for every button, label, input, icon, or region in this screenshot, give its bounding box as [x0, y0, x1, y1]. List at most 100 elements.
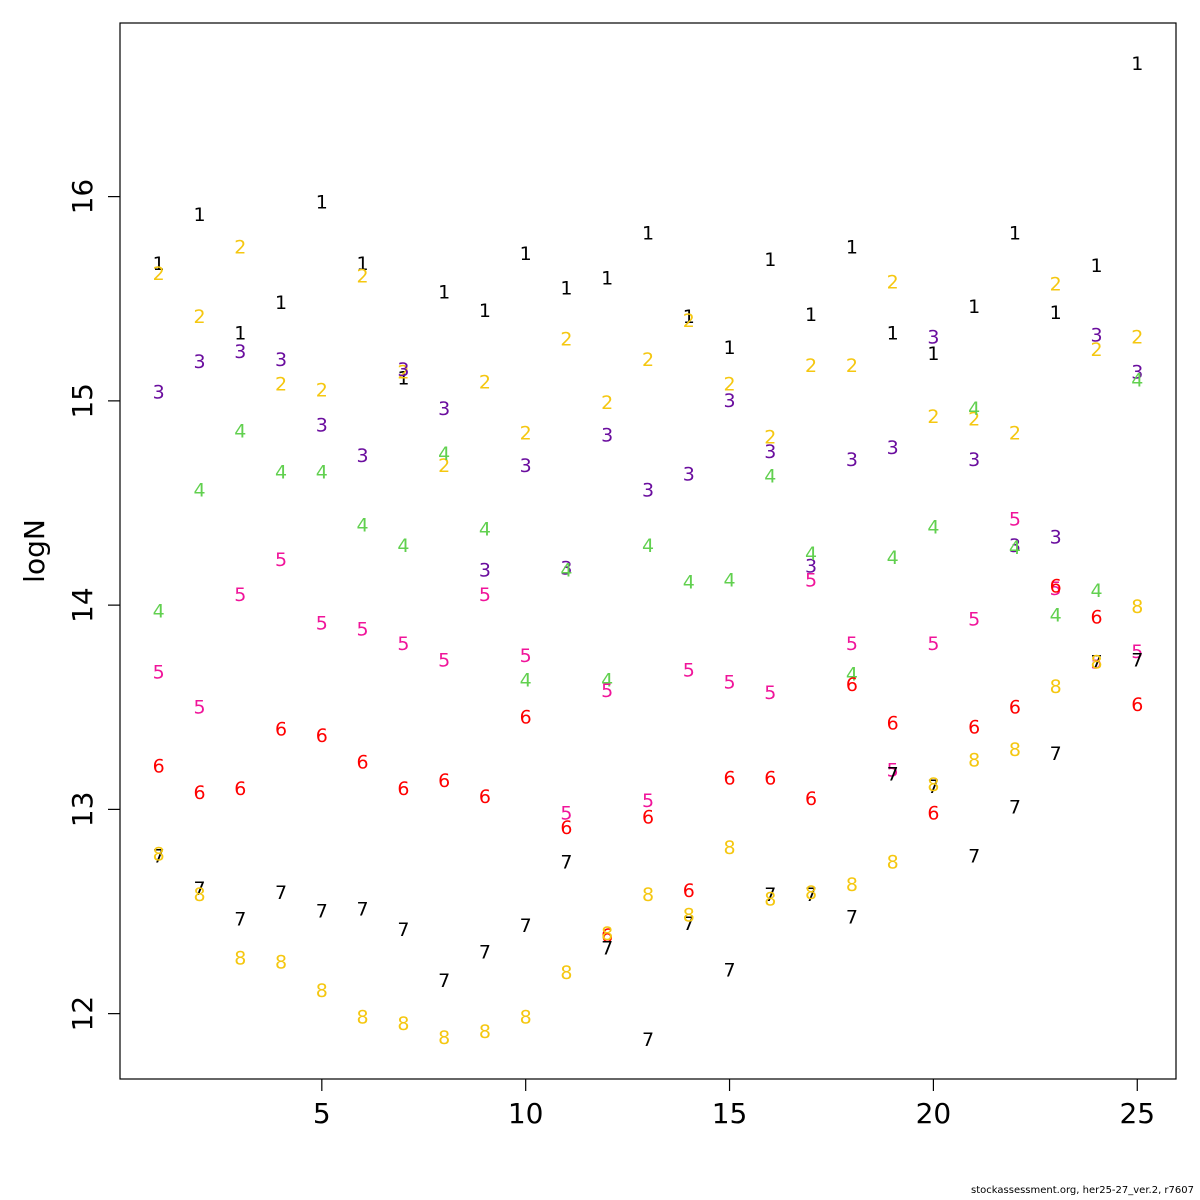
data-point-age-2: 2 [642, 349, 654, 371]
data-point-age-2: 2 [887, 271, 899, 293]
data-point-age-7: 7 [1090, 651, 1102, 673]
data-point-age-8: 8 [1009, 739, 1021, 761]
data-point-age-7: 7 [520, 915, 532, 937]
data-point-age-5: 5 [275, 549, 287, 571]
data-point-age-3: 3 [642, 480, 654, 502]
data-point-age-3: 3 [316, 414, 328, 436]
data-point-age-8: 8 [153, 843, 165, 865]
data-point-age-2: 2 [438, 455, 450, 477]
data-point-age-5: 5 [887, 760, 899, 782]
data-point-age-1: 1 [479, 300, 491, 322]
x-axis: 5 10 15 20 25 [313, 1079, 1155, 1130]
data-point-age-7: 7 [357, 898, 369, 920]
y-tick-label: 13 [66, 792, 99, 828]
data-point-age-1: 1 [357, 253, 369, 275]
data-point-age-4: 4 [316, 461, 328, 483]
data-point-age-2: 2 [560, 329, 572, 351]
data-point-age-6: 6 [234, 778, 246, 800]
data-point-age-4: 4 [1009, 537, 1021, 559]
data-point-age-3: 3 [438, 398, 450, 420]
data-point-age-3: 3 [1050, 527, 1062, 549]
data-point-age-4: 4 [357, 514, 369, 536]
data-point-age-7: 7 [153, 845, 165, 867]
data-point-age-4: 4 [683, 572, 695, 594]
data-point-age-2: 2 [805, 355, 817, 377]
data-point-age-1: 1 [1090, 255, 1102, 277]
data-point-age-5: 5 [723, 672, 735, 694]
data-point-age-1: 1 [723, 337, 735, 359]
data-point-age-1: 1 [560, 278, 572, 300]
data-point-age-8: 8 [234, 947, 246, 969]
data-point-age-4: 4 [1050, 604, 1062, 626]
data-point-age-6: 6 [683, 880, 695, 902]
data-point-age-6: 6 [764, 768, 776, 790]
data-point-age-3: 3 [601, 425, 613, 447]
data-point-age-2: 2 [193, 306, 205, 328]
data-point-age-3: 3 [275, 349, 287, 371]
data-point-age-5: 5 [234, 584, 246, 606]
data-point-age-8: 8 [642, 884, 654, 906]
data-point-age-3: 3 [397, 359, 409, 381]
data-point-age-1: 1 [601, 267, 613, 289]
y-tick-label: 12 [66, 996, 99, 1032]
data-point-age-7: 7 [968, 845, 980, 867]
data-point-age-2: 2 [968, 408, 980, 430]
data-point-age-6: 6 [357, 751, 369, 773]
data-point-age-1: 1 [642, 222, 654, 244]
data-point-age-5: 5 [1090, 651, 1102, 673]
data-point-age-6: 6 [479, 786, 491, 808]
data-point-age-2: 2 [316, 380, 328, 402]
data-point-age-7: 7 [805, 884, 817, 906]
data-point-age-6: 6 [601, 925, 613, 947]
data-point-age-1: 1 [927, 343, 939, 365]
data-point-age-4: 4 [887, 547, 899, 569]
data-point-age-1: 1 [193, 204, 205, 226]
data-point-age-3: 3 [683, 463, 695, 485]
data-point-age-3: 3 [805, 555, 817, 577]
data-point-age-7: 7 [683, 913, 695, 935]
y-tick-label: 16 [66, 179, 99, 215]
data-point-age-7: 7 [764, 884, 776, 906]
data-point-age-6: 6 [968, 717, 980, 739]
data-point-age-4: 4 [193, 480, 205, 502]
y-axis: 12 13 14 15 16 [66, 179, 120, 1032]
data-point-age-1: 1 [275, 292, 287, 314]
data-point-age-8: 8 [479, 1021, 491, 1043]
data-point-age-7: 7 [397, 919, 409, 941]
data-point-age-4: 4 [764, 465, 776, 487]
data-point-age-6: 6 [846, 674, 858, 696]
x-tick-label: 15 [712, 1097, 748, 1130]
x-tick-label: 10 [508, 1097, 544, 1130]
data-point-age-7: 7 [316, 901, 328, 923]
data-point-age-3: 3 [479, 559, 491, 581]
data-point-age-7: 7 [479, 941, 491, 963]
data-point-age-7: 7 [642, 1029, 654, 1051]
data-point-age-6: 6 [560, 817, 572, 839]
data-point-age-5: 5 [601, 680, 613, 702]
data-point-age-5: 5 [683, 659, 695, 681]
data-point-age-4: 4 [1090, 580, 1102, 602]
data-point-age-2: 2 [1090, 339, 1102, 361]
data-point-age-7: 7 [601, 937, 613, 959]
data-point-age-5: 5 [764, 682, 776, 704]
data-point-age-5: 5 [193, 696, 205, 718]
data-point-age-3: 3 [153, 382, 165, 404]
data-point-age-2: 2 [927, 406, 939, 428]
data-point-age-8: 8 [683, 905, 695, 927]
data-point-age-4: 4 [642, 535, 654, 557]
data-point-age-7: 7 [275, 882, 287, 904]
plot-frame [119, 22, 1177, 1080]
data-point-age-1: 1 [397, 367, 409, 389]
data-point-age-1: 1 [846, 237, 858, 259]
data-point-age-2: 2 [1050, 273, 1062, 295]
data-point-age-5: 5 [153, 662, 165, 684]
data-point-age-8: 8 [723, 837, 735, 859]
data-point-age-5: 5 [1131, 641, 1143, 663]
data-point-age-6: 6 [153, 755, 165, 777]
data-point-age-5: 5 [805, 570, 817, 592]
data-point-age-6: 6 [316, 725, 328, 747]
data-point-age-1: 1 [764, 249, 776, 271]
data-point-age-5: 5 [397, 633, 409, 655]
data-point-age-8: 8 [887, 851, 899, 873]
